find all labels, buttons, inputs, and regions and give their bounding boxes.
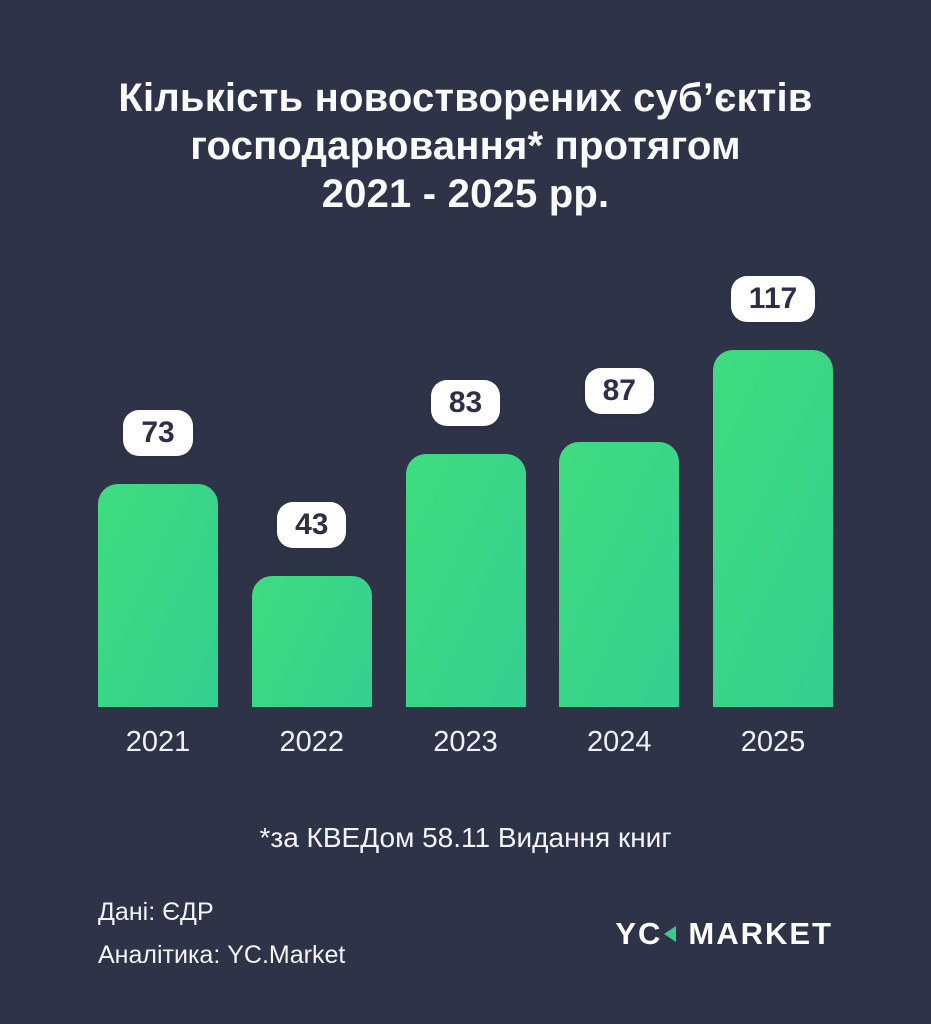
left-triangle-icon (664, 926, 677, 942)
x-axis-labels: 2021 2022 2023 2024 2025 (0, 725, 931, 759)
value-badge-2024: 87 (584, 368, 654, 414)
x-label-2025: 2025 (740, 726, 806, 758)
bar-chart: 73 43 83 87 117 (0, 275, 931, 707)
value-badge-2022: 43 (277, 502, 347, 548)
bar-2024 (559, 442, 680, 707)
bar-group-2024: 87 (559, 275, 680, 707)
bar-group-2023: 83 (405, 275, 526, 707)
bar-group-2021: 73 (98, 275, 218, 707)
bar-group-2025: 117 (713, 275, 833, 707)
chart-title-line-2: господарювання* протягом (190, 124, 741, 168)
value-badge-2023: 83 (430, 380, 501, 426)
x-label-2023: 2023 (433, 726, 498, 758)
bar-2021 (98, 484, 218, 707)
bar-2023 (405, 454, 526, 707)
yc-market-logo: YC MARKET (615, 916, 833, 952)
chart-title-line-3: 2021 - 2025 рр. (321, 172, 610, 216)
credits-block: Дані: ЄДР Аналітика: YC.Market (98, 891, 345, 977)
analytics-line: Аналітика: YC.Market (98, 941, 346, 969)
footnote: *за КВЕДом 58.11 Видання книг (259, 822, 672, 853)
chart-title-line-1: Кількість новостворених суб’єктів (118, 76, 813, 120)
data-source-line: Дані: ЄДР (98, 898, 214, 926)
footer: Дані: ЄДР Аналітика: YC.Market YC MARKET (0, 891, 931, 977)
x-label-2024: 2024 (586, 726, 652, 758)
value-badge-2021: 73 (123, 410, 193, 456)
x-label-2022: 2022 (279, 726, 344, 758)
bar-group-2022: 43 (251, 275, 372, 707)
x-label-2021: 2021 (125, 726, 191, 758)
bar-2025 (713, 350, 833, 707)
value-badge-2025: 117 (730, 276, 816, 322)
logo-text-market: MARKET (688, 916, 833, 951)
chart-title: Кількість новостворених суб’єктів господ… (0, 0, 931, 218)
bar-2022 (251, 576, 372, 707)
logo-text-yc: YC (615, 916, 663, 951)
